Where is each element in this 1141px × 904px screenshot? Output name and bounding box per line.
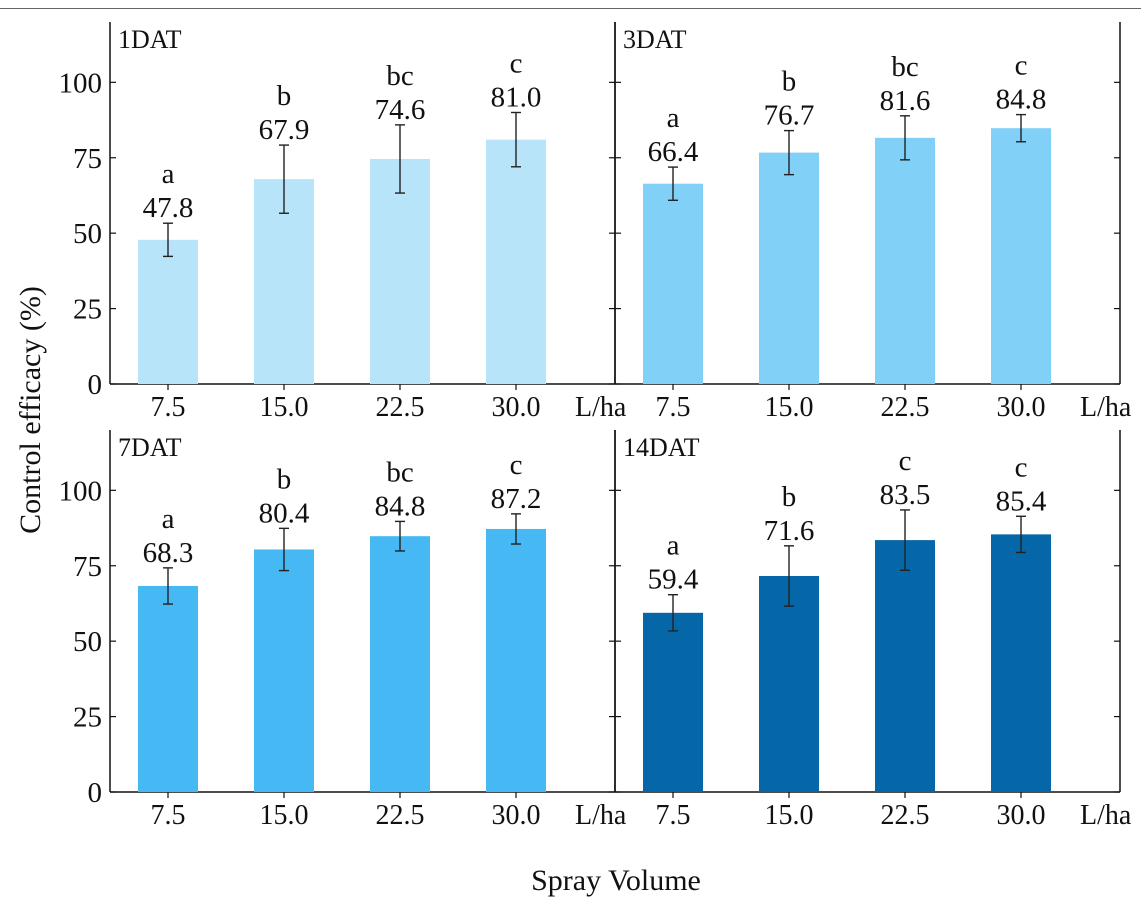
x-tick-label: 30.0 — [492, 800, 541, 831]
significance-label: b — [782, 66, 797, 98]
y-tick-label: 0 — [88, 369, 103, 401]
value-label: 80.4 — [259, 497, 310, 529]
value-label: 83.5 — [880, 479, 931, 511]
y-tick-label: 75 — [73, 551, 102, 583]
panel-label: 1DAT — [118, 25, 182, 54]
significance-label: a — [162, 503, 175, 535]
significance-label: bc — [386, 60, 413, 92]
value-label: 47.8 — [143, 192, 194, 224]
x-tick-label: 30.0 — [997, 800, 1046, 831]
x-tick-label: 22.5 — [881, 800, 930, 831]
significance-label: c — [510, 48, 523, 80]
x-axis-title: Spray Volume — [531, 864, 701, 897]
value-label: 59.4 — [648, 564, 699, 596]
panel-3dat: 3DAT 66.4a 7.5 76.7b 15.0 81.6bc 22.5 84.8c 30.0… — [614, 22, 1132, 423]
x-tick-label: 7.5 — [151, 392, 186, 423]
value-label: 76.7 — [764, 100, 815, 132]
value-label: 67.9 — [259, 114, 310, 146]
bar — [254, 549, 314, 792]
value-label: 74.6 — [375, 94, 426, 126]
x-tick-label: 30.0 — [997, 392, 1046, 423]
x-tick-label: 22.5 — [376, 800, 425, 831]
x-unit-label: L/ha — [1080, 800, 1132, 831]
bar — [486, 528, 546, 792]
bar — [759, 576, 819, 792]
y-tick-label: 100 — [59, 475, 103, 507]
x-tick-label: 7.5 — [656, 392, 691, 423]
bar — [643, 612, 703, 792]
y-tick-label: 100 — [59, 67, 103, 99]
value-label: 71.6 — [764, 515, 815, 547]
value-label: 68.3 — [143, 537, 194, 569]
significance-label: a — [162, 158, 175, 190]
bar — [138, 239, 198, 384]
value-label: 66.4 — [648, 136, 699, 168]
value-label: 84.8 — [375, 490, 426, 522]
x-tick-label: 22.5 — [881, 392, 930, 423]
x-tick-label: 15.0 — [765, 800, 814, 831]
x-unit-label: L/ha — [1080, 392, 1132, 423]
y-tick-label: 25 — [73, 294, 102, 326]
x-unit-label: L/ha — [575, 392, 627, 423]
panels: 02550751001DAT47.8a7.567.9b15.074.6bc22.… — [59, 22, 1132, 831]
value-label: 84.8 — [996, 84, 1047, 116]
value-label: 87.2 — [491, 483, 542, 515]
x-tick-label: 22.5 — [376, 392, 425, 423]
significance-label: c — [1015, 50, 1028, 82]
y-tick-label: 25 — [73, 702, 102, 734]
significance-label: c — [510, 449, 523, 481]
bar — [370, 158, 430, 384]
x-tick-label: 30.0 — [492, 392, 541, 423]
y-tick-label: 75 — [73, 143, 102, 175]
significance-label: bc — [386, 456, 413, 488]
panel-label: 3DAT — [623, 25, 687, 54]
x-tick-label: 7.5 — [656, 800, 691, 831]
x-tick-label: 15.0 — [765, 392, 814, 423]
bar — [486, 139, 546, 384]
bar — [875, 137, 935, 384]
x-tick-label: 15.0 — [260, 800, 309, 831]
bar — [643, 183, 703, 384]
bar — [138, 585, 198, 792]
top-rule — [0, 8, 1141, 9]
bar — [370, 536, 430, 792]
panel-7dat: 0 25 50 75 100 7DAT 68.3a 7.5 80.4b 15.0 84.8bc 22.… — [59, 430, 627, 831]
panel-1dat: 0 25 50 75 100 1DAT 47.8a 7.5 67.9b 15.0 74.6bc 22.… — [59, 22, 627, 423]
significance-label: b — [782, 481, 797, 513]
x-tick-label: 7.5 — [151, 800, 186, 831]
panel-label: 7DAT — [118, 433, 182, 462]
significance-label: a — [667, 102, 680, 134]
significance-label: c — [899, 445, 912, 477]
x-unit-label: L/ha — [575, 800, 627, 831]
significance-label: b — [277, 80, 292, 112]
value-label: 81.0 — [491, 82, 542, 114]
bar — [991, 128, 1051, 384]
value-label: 81.6 — [880, 85, 931, 117]
x-tick-label: 15.0 — [260, 392, 309, 423]
y-tick-label: 0 — [88, 777, 103, 809]
significance-label: a — [667, 530, 680, 562]
bar — [759, 152, 819, 384]
bar — [991, 534, 1051, 792]
value-label: 85.4 — [996, 485, 1047, 517]
panel-14dat: 14DAT59.4a7.571.6b15.083.5c22.585.4c30.0… — [614, 430, 1132, 831]
significance-label: b — [277, 463, 292, 495]
bar — [875, 540, 935, 792]
significance-label: c — [1015, 451, 1028, 483]
significance-label: bc — [891, 51, 918, 83]
y-axis-title: Control efficacy (%) — [14, 286, 47, 534]
y-tick-label: 50 — [73, 218, 102, 250]
panel-label: 14DAT — [623, 433, 700, 462]
y-tick-label: 50 — [73, 626, 102, 658]
